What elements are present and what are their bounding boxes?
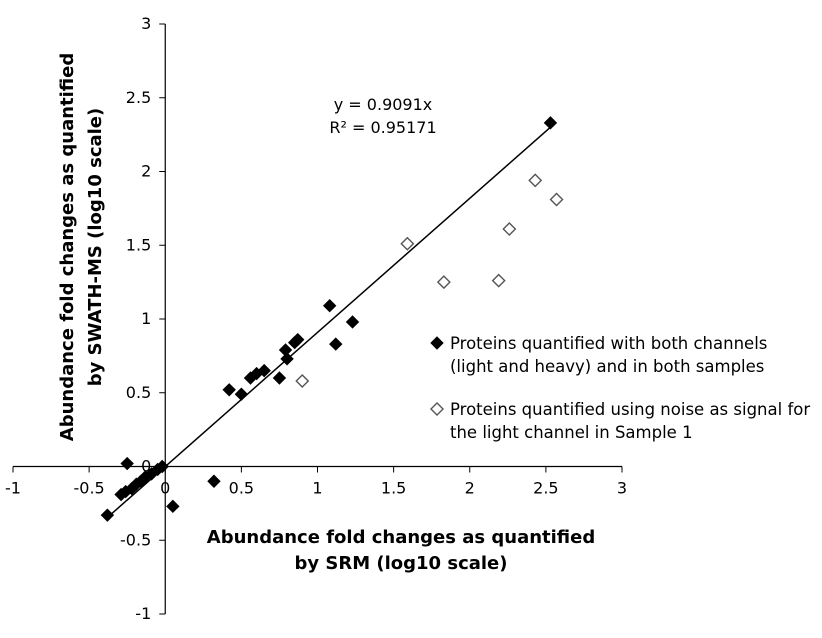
- x-tick-label: 1: [312, 479, 322, 498]
- legend-marker-open-diamond: [430, 402, 444, 416]
- legend-label-series-2-line-1: Proteins quantified using noise as signa…: [450, 400, 810, 419]
- data-point-open: [491, 273, 506, 288]
- data-point-open: [436, 275, 451, 290]
- y-axis-title-line-2: by SWATH-MS (log10 scale): [85, 108, 106, 386]
- data-point-filled: [166, 499, 180, 514]
- data-point-filled: [322, 299, 337, 313]
- x-tick-label: 0: [160, 479, 170, 498]
- data-point-filled: [207, 474, 221, 488]
- data-point-filled: [287, 335, 302, 350]
- data-point-filled: [120, 456, 134, 471]
- legend: Proteins quantified with both channels (…: [430, 334, 810, 442]
- data-point-filled: [345, 315, 360, 329]
- x-tick-label: 3: [617, 479, 627, 498]
- data-point-filled: [257, 363, 271, 378]
- data-point-filled: [329, 337, 343, 351]
- x-axis-title: Abundance fold changes as quantified by …: [207, 527, 595, 574]
- data-point-filled: [280, 352, 294, 366]
- data-point-filled: [272, 371, 287, 385]
- x-tick-label: -1: [5, 479, 21, 498]
- x-tick-label: 2.5: [533, 479, 558, 498]
- x-tick-label: 1.5: [381, 479, 406, 498]
- x-axis-title-line-1: Abundance fold changes as quantified: [207, 527, 595, 548]
- legend-label-series-2-line-2: the light channel in Sample 1: [450, 423, 693, 442]
- y-tick-label: 2.5: [126, 88, 151, 107]
- data-point-filled: [243, 371, 258, 385]
- data-points: [100, 116, 564, 522]
- data-point-filled: [234, 387, 249, 401]
- data-point-filled: [100, 508, 115, 522]
- data-point-open: [502, 222, 517, 237]
- y-axis-title: Abundance fold changes as quantified by …: [57, 53, 106, 441]
- y-tick-label: 2: [141, 162, 151, 181]
- y-tick-label: 0: [141, 457, 151, 476]
- y-tick-label: 0.5: [126, 383, 151, 402]
- trendline: [111, 124, 554, 514]
- y-tick-label: 1: [141, 309, 151, 328]
- data-point-filled: [150, 462, 165, 477]
- x-tick-label: 2: [465, 479, 475, 498]
- trendline-r-squared: R² = 0.95171: [329, 118, 436, 137]
- data-point-open: [549, 192, 564, 207]
- x-axis-title-line-2: by SRM (log10 scale): [295, 553, 508, 574]
- legend-label-series-1-line-1: Proteins quantified with both channels: [450, 334, 767, 353]
- legend-label-series-1-line-2: (light and heavy) and in both samples: [450, 357, 764, 376]
- x-ticks: -1 -0.5 0 0.5 1 1.5 2 2.5 3: [5, 466, 627, 498]
- data-point-filled: [222, 383, 236, 397]
- trendline-equation: y = 0.9091x: [334, 95, 433, 114]
- y-ticks: -1 -0.5 0 0.5 1 1.5 2 2.5 3: [120, 14, 166, 623]
- data-point-filled: [114, 487, 128, 502]
- data-point-open: [295, 373, 310, 388]
- y-tick-label: -1: [135, 604, 151, 623]
- y-tick-label: 1.5: [126, 235, 151, 254]
- data-point-open: [400, 236, 415, 251]
- y-tick-label: -0.5: [120, 530, 151, 549]
- data-point-open: [528, 173, 543, 188]
- x-tick-label: 0.5: [229, 479, 254, 498]
- y-axis-title-line-1: Abundance fold changes as quantified: [57, 53, 78, 441]
- legend-marker-filled-diamond: [430, 336, 444, 350]
- data-point-filled: [543, 116, 558, 130]
- y-tick-label: 3: [141, 14, 151, 33]
- x-tick-label: -0.5: [74, 479, 105, 498]
